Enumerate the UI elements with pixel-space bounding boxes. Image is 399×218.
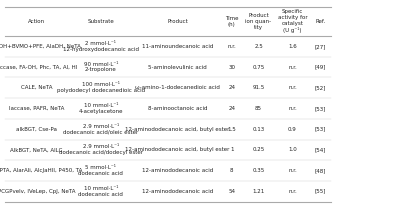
Text: laccase, FA-OH, Phc, TA, Al, HI: laccase, FA-OH, Phc, TA, Al, HI: [0, 65, 77, 70]
Text: 54: 54: [228, 189, 235, 194]
Text: ω-amino-1-dodecanedioic acid: ω-amino-1-dodecanedioic acid: [135, 85, 220, 90]
Text: n.r.: n.r.: [288, 106, 297, 111]
Text: 0.75: 0.75: [253, 65, 265, 70]
Text: NADH+BVMO+PFE, AlaDH, NeTA: NADH+BVMO+PFE, AlaDH, NeTA: [0, 44, 81, 49]
Text: n.r.: n.r.: [288, 85, 297, 90]
Text: n.r.: n.r.: [288, 168, 297, 173]
Text: 12-aminododecanoic acid, butyl ester: 12-aminododecanoic acid, butyl ester: [125, 147, 230, 152]
Text: 2.5: 2.5: [254, 44, 263, 49]
Text: 100 mmol·L⁻¹
polydodecyl dodecanedioic acid: 100 mmol·L⁻¹ polydodecyl dodecanedioic a…: [57, 82, 145, 93]
Text: 5 mmol·L⁻¹
dodecanoic acid: 5 mmol·L⁻¹ dodecanoic acid: [78, 165, 123, 176]
Text: 1.5: 1.5: [227, 127, 236, 132]
Text: Specific
activity for
catalyst
(U g⁻¹): Specific activity for catalyst (U g⁻¹): [278, 9, 307, 33]
Text: [53]: [53]: [315, 106, 326, 111]
Text: [55]: [55]: [315, 189, 326, 194]
Text: Product: Product: [167, 19, 188, 24]
Text: 0.25: 0.25: [253, 147, 265, 152]
Text: n.r.: n.r.: [288, 65, 297, 70]
Text: 12-aminododecanoic acid, butyl ester: 12-aminododecanoic acid, butyl ester: [125, 127, 230, 132]
Text: 0.13: 0.13: [253, 127, 265, 132]
Text: 2 mmol·L⁻¹
12-hydroxydodecanoic acid: 2 mmol·L⁻¹ 12-hydroxydodecanoic acid: [63, 41, 139, 52]
Text: CALE, NeTA: CALE, NeTA: [21, 85, 52, 90]
Text: Time
(h): Time (h): [225, 16, 239, 27]
Text: 10 mmol·L⁻¹
4-acetylacetone: 10 mmol·L⁻¹ 4-acetylacetone: [79, 103, 123, 114]
Text: 30: 30: [228, 65, 235, 70]
Text: 0.9: 0.9: [288, 127, 297, 132]
Text: 12-aminododecanoic acid: 12-aminododecanoic acid: [142, 189, 213, 194]
Text: 8: 8: [230, 168, 233, 173]
Text: TALPTA, AlarAli, AlcJaHII, P450, TA: TALPTA, AlarAli, AlcJaHII, P450, TA: [0, 168, 83, 173]
Text: 91.5: 91.5: [253, 85, 265, 90]
Text: 2.9 mmol·L⁻¹
dodecanoic acid/dodecyl ester: 2.9 mmol·L⁻¹ dodecanoic acid/dodecyl est…: [59, 145, 143, 155]
Text: [27]: [27]: [315, 44, 326, 49]
Text: Action: Action: [28, 19, 45, 24]
Text: alkBGT, Cse-Pa: alkBGT, Cse-Pa: [16, 127, 57, 132]
Text: 1.0: 1.0: [288, 147, 297, 152]
Text: 8-aminooctanoic acid: 8-aminooctanoic acid: [148, 106, 207, 111]
Text: n.r.: n.r.: [227, 44, 236, 49]
Text: Substrate: Substrate: [87, 19, 114, 24]
Text: 0.35: 0.35: [253, 168, 265, 173]
Text: 24: 24: [228, 85, 235, 90]
Text: [49]: [49]: [315, 65, 326, 70]
Text: AlkBGT, NeTA, AlLC: AlkBGT, NeTA, AlLC: [10, 147, 63, 152]
Text: 2.9 mmol·L⁻¹
dodecanoic acid/oleic ester: 2.9 mmol·L⁻¹ dodecanoic acid/oleic ester: [63, 124, 138, 135]
Text: 5-aminolevulinic acid: 5-aminolevulinic acid: [148, 65, 207, 70]
Text: Ref.: Ref.: [315, 19, 326, 24]
Text: [52]: [52]: [315, 85, 326, 90]
Text: Product
ion quan-
tity: Product ion quan- tity: [245, 13, 272, 30]
Text: laccase, PAFR, NeTA: laccase, PAFR, NeTA: [9, 106, 64, 111]
Text: 90 mmol·L⁻¹
2-tropolone: 90 mmol·L⁻¹ 2-tropolone: [83, 62, 118, 72]
Text: 1.21: 1.21: [253, 189, 265, 194]
Text: [54]: [54]: [315, 147, 326, 152]
Text: [53]: [53]: [315, 127, 326, 132]
Text: 10 mmol·L⁻¹
dodecanoic acid: 10 mmol·L⁻¹ dodecanoic acid: [78, 186, 123, 197]
Text: 1.6: 1.6: [288, 44, 297, 49]
Text: 11-aminoundecanoic acid: 11-aminoundecanoic acid: [142, 44, 213, 49]
Text: n.r.: n.r.: [288, 189, 297, 194]
Text: 24: 24: [228, 106, 235, 111]
Text: 85: 85: [255, 106, 262, 111]
Text: PCGPvelv, IVeLep, CpJ, NeTA: PCGPvelv, IVeLep, CpJ, NeTA: [0, 189, 75, 194]
Text: [48]: [48]: [315, 168, 326, 173]
Text: 1: 1: [230, 147, 233, 152]
Text: 12-aminododecanoic acid: 12-aminododecanoic acid: [142, 168, 213, 173]
